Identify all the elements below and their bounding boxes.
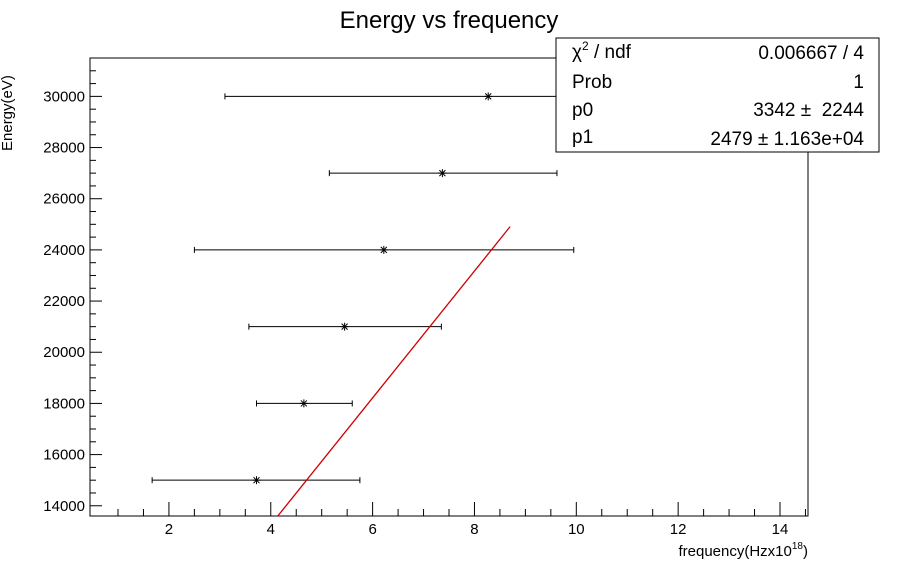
fit-line-group (277, 226, 511, 517)
y-tick-label: 22000 (43, 293, 85, 310)
marker-stroke (300, 400, 308, 407)
data-point (438, 169, 447, 178)
marker-stroke (341, 323, 348, 331)
marker-stroke (439, 169, 446, 177)
x-tick-label: 12 (670, 521, 687, 538)
data-point (299, 399, 308, 408)
y-tick-label: 20000 (43, 344, 85, 361)
ndf-label: / ndf (589, 42, 632, 63)
x-axis-label-close: ) (803, 543, 808, 560)
stats-row-chi2-label: χ2 / ndf (572, 39, 632, 63)
stats-box-frame (555, 37, 880, 153)
fit-line (277, 226, 511, 517)
data-point (379, 245, 388, 254)
marker-stroke (484, 93, 492, 100)
marker-stroke (380, 246, 388, 254)
x-axis-label-superscript: 18 (792, 541, 804, 552)
stats-row-p0-label: p0 (572, 100, 593, 121)
stats-row-chi2-value: 0.006667 / 4 (758, 43, 864, 64)
y-tick-label: 16000 (43, 447, 85, 464)
y-tick-label: 28000 (43, 140, 85, 157)
y-tick-label: 26000 (43, 191, 85, 208)
chi-superscript: 2 (582, 39, 589, 53)
y-tick-label: 30000 (43, 88, 85, 105)
marker-stroke (253, 476, 260, 484)
x-axis-ticks: 2 4 6 8 10 12 14 (117, 502, 806, 538)
chart-title: Energy vs frequency (340, 7, 559, 34)
y-tick-label: 24000 (43, 242, 85, 259)
y-axis-label: Energy(eV) (0, 75, 16, 151)
x-tick-label: 14 (772, 521, 789, 538)
stats-row-p0-value: 3342 ± 2244 (753, 100, 864, 121)
x-axis-label-main: frequency(Hzx10 (678, 543, 791, 560)
stats-box: χ2 / ndf 0.006667 / 4 Prob 1 p0 3342 ± 2… (555, 37, 880, 153)
y-tick-label: 14000 (43, 498, 85, 515)
x-tick-label: 8 (470, 521, 478, 538)
stats-row-prob-value: 1 (853, 72, 864, 93)
data-points (252, 92, 493, 485)
x-axis-label: frequency(Hzx1018) (678, 541, 808, 560)
stats-row-p1-label: p1 (572, 127, 593, 148)
y-tick-label: 18000 (43, 395, 85, 412)
chi-symbol: χ (572, 42, 582, 63)
data-point (340, 322, 349, 331)
x-tick-label: 10 (568, 521, 585, 538)
y-axis-ticks: 14000 16000 18000 20000 22000 24000 26000 28000… (43, 57, 102, 515)
data-point (252, 476, 261, 485)
x-tick-label: 4 (267, 521, 275, 538)
stats-row-p1-value: 2479 ± 1.163e+04 (710, 129, 864, 150)
data-point (484, 92, 493, 101)
x-tick-label: 6 (368, 521, 376, 538)
stats-row-prob-label: Prob (572, 72, 612, 93)
x-tick-label: 2 (165, 521, 173, 538)
